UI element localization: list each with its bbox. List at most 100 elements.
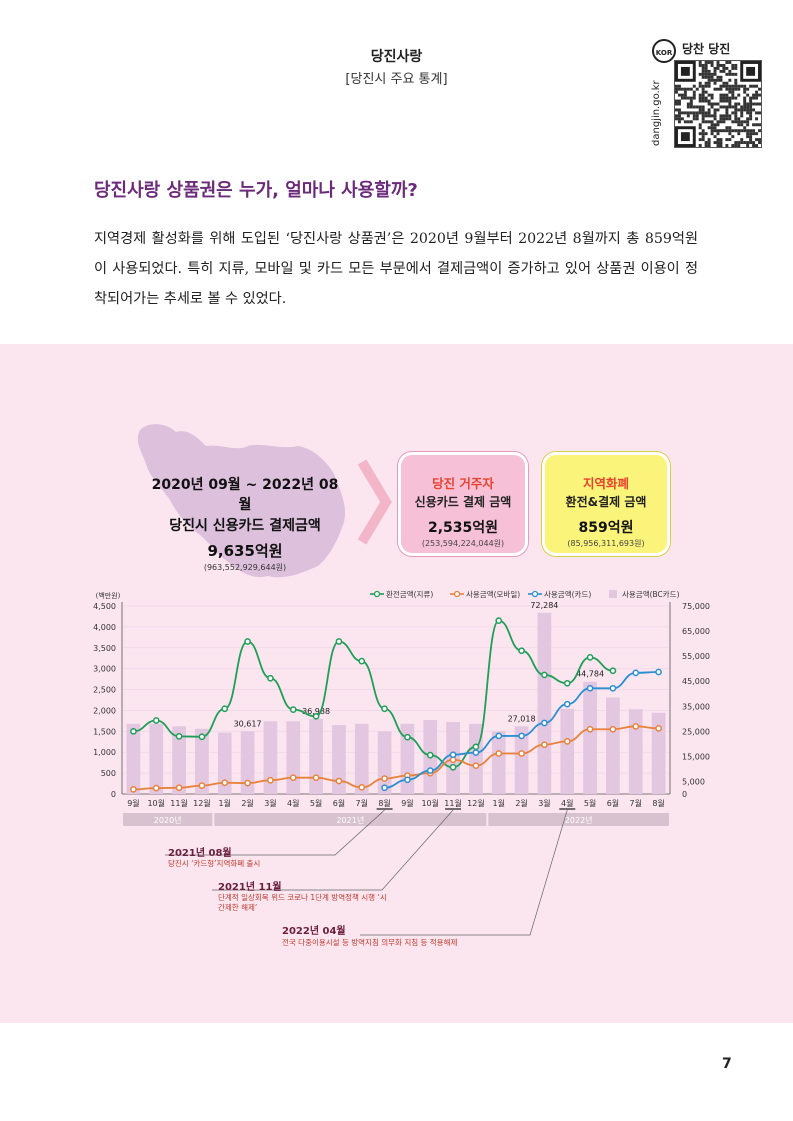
qr-module [686, 102, 690, 106]
qr-module [713, 141, 717, 145]
line-point [175, 784, 183, 792]
qr-module [725, 72, 729, 76]
qr-module [692, 105, 696, 109]
legend-label: 사용금액(BC카드) [622, 589, 680, 599]
bar-bc-card [514, 726, 529, 794]
qr-module [746, 102, 750, 106]
x-tick-label: 5월 [310, 798, 322, 808]
qr-module [680, 111, 684, 115]
qr-module [731, 87, 735, 91]
qr-module [752, 129, 756, 133]
qr-module [731, 63, 735, 67]
qr-module [707, 138, 711, 142]
qr-module [695, 117, 699, 121]
qr-module [707, 141, 711, 145]
qr-module [734, 66, 738, 70]
line-point [381, 784, 388, 792]
qr-module [719, 105, 723, 109]
x-tick-label: 12월 [467, 798, 485, 808]
qr-module [701, 90, 705, 94]
bar-bc-card [195, 728, 209, 794]
qr-module [701, 66, 705, 70]
year-label: 2020년 [154, 815, 182, 825]
qr-module [731, 90, 735, 94]
line-point [267, 776, 274, 784]
x-tick-label: 2월 [515, 798, 527, 808]
y-left-tick: 2,000 [93, 706, 116, 715]
x-tick-label: 9월 [127, 798, 139, 808]
qr-module [758, 138, 761, 142]
qr-module [675, 90, 678, 94]
x-tick-label: 10월 [147, 798, 165, 808]
line-point [495, 617, 503, 624]
qr-module [719, 84, 723, 88]
qr-module [719, 99, 723, 103]
qr-module [719, 75, 723, 79]
qr-module [740, 141, 744, 145]
qr-module [758, 123, 761, 127]
qr-module [704, 75, 708, 79]
line-point [198, 782, 206, 789]
qr-module [701, 96, 705, 100]
line-point [312, 774, 320, 782]
qr-module [749, 108, 753, 112]
flow-arrow [357, 459, 392, 545]
qr-block: dangjin.go.kr KOR 당찬 당진 [648, 38, 766, 148]
qr-module [731, 111, 735, 115]
line-point [518, 750, 525, 757]
line-point [130, 786, 137, 793]
dangjin-map-silhouette [137, 424, 346, 578]
qr-module [728, 117, 732, 121]
qr-module [725, 61, 729, 64]
qr-code[interactable] [674, 60, 762, 148]
qr-module [677, 111, 681, 115]
local-amount: 859억원 [578, 520, 634, 536]
qr-module [743, 120, 747, 124]
resident-exact: (253,594,224,044원) [421, 539, 505, 548]
line-point [426, 751, 434, 759]
y-left-tick: 1,000 [93, 748, 116, 757]
qr-module [731, 66, 735, 70]
qr-module [713, 108, 717, 112]
qr-module [698, 144, 702, 147]
qr-module [740, 111, 744, 115]
bar-bc-card [309, 718, 323, 794]
qr-module [725, 108, 729, 112]
qr-module [710, 129, 714, 133]
x-tick-label: 3월 [538, 798, 550, 808]
qr-module [704, 111, 708, 115]
logo-badge-text: KOR [656, 49, 673, 57]
x-tick-label: 1월 [493, 798, 505, 808]
qr-module [713, 123, 717, 127]
qr-module [728, 72, 732, 76]
qr-module [749, 141, 753, 145]
qr-module [710, 75, 714, 79]
qr-module [737, 102, 741, 106]
qr-module [707, 144, 711, 147]
qr-module [683, 93, 687, 97]
qr-module [746, 135, 750, 139]
line-point [655, 668, 662, 676]
x-tick-label: 6월 [607, 798, 619, 808]
qr-module [692, 84, 696, 88]
qr-module [719, 129, 723, 133]
y-left-tick: 4,500 [93, 602, 116, 611]
qr-module [743, 99, 747, 103]
event-desc-2: 단계적 일상회복 위드 코로나 1단계 방역정책 시행 ‘시간제한 해제’ [218, 893, 387, 912]
qr-module [725, 84, 729, 88]
qr-module [746, 108, 750, 112]
legend-label: 사용금액(모바일) [466, 589, 520, 599]
qr-module [683, 87, 687, 91]
qr-module [740, 129, 744, 133]
qr-module [716, 108, 720, 112]
event-connector [212, 809, 454, 891]
qr-module [710, 120, 714, 124]
legend-label: 환전금액(지류) [386, 589, 433, 599]
line-point [221, 779, 229, 787]
qr-module [710, 78, 714, 82]
qr-module [713, 135, 717, 139]
qr-module [725, 93, 729, 97]
qr-module [710, 63, 714, 67]
x-tick-label: 4월 [561, 798, 573, 808]
